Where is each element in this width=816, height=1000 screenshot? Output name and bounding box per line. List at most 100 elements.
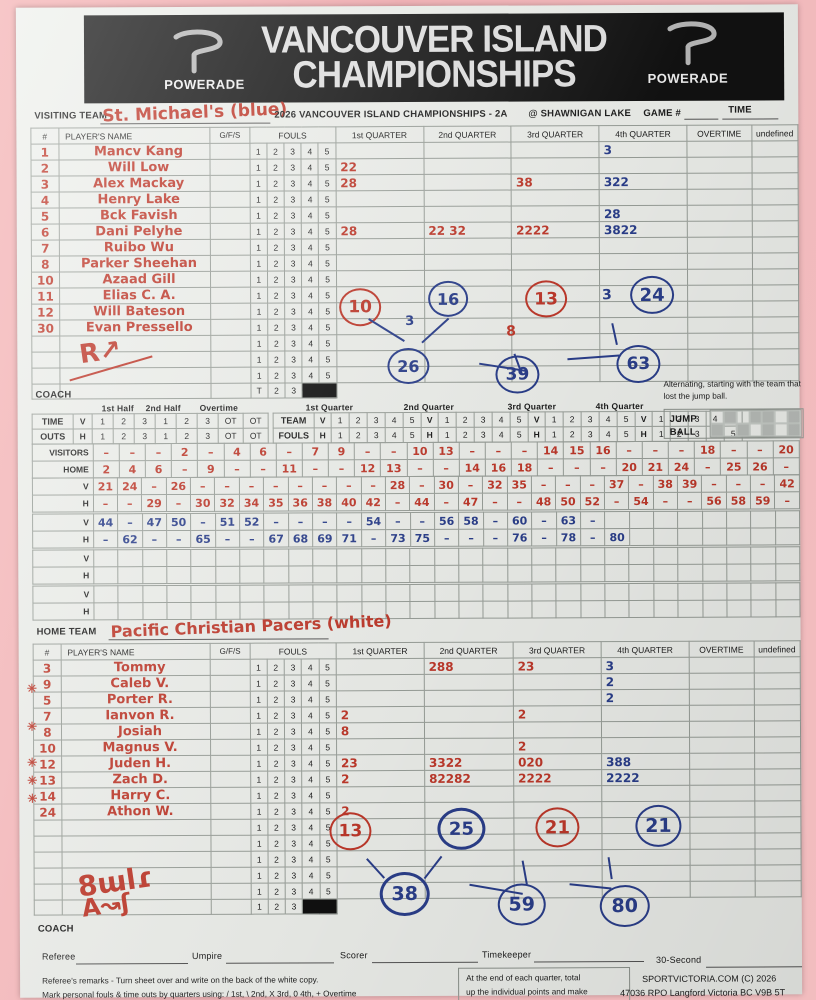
running-score-cell[interactable]: 21	[93, 477, 118, 495]
foul-box-1[interactable]: 1	[249, 239, 268, 256]
team-foul-box[interactable]: 1	[438, 427, 457, 443]
timeout-ot-box[interactable]: OT	[218, 428, 244, 444]
player-overtime-points[interactable]	[687, 349, 753, 366]
player-q3-points[interactable]	[511, 253, 600, 271]
running-score-cell[interactable]	[458, 548, 484, 566]
foul-box-5[interactable]: 5	[318, 690, 337, 707]
foul-box-5[interactable]: 5	[319, 802, 337, 819]
running-score-cell[interactable]: –	[287, 476, 313, 495]
running-score-cell[interactable]: 4	[119, 460, 146, 478]
foul-box-2[interactable]: 2	[267, 851, 286, 868]
running-score-cell[interactable]	[117, 549, 143, 567]
running-score-cell[interactable]	[726, 583, 752, 601]
foul-box-5[interactable]: 5	[319, 882, 338, 899]
running-score-cell[interactable]: –	[190, 477, 215, 495]
player-gfs[interactable]	[210, 239, 251, 256]
foul-box-1[interactable]: 1	[250, 851, 268, 868]
player-name[interactable]: Azaad Gill	[59, 271, 211, 289]
running-score-cell[interactable]	[312, 565, 338, 583]
running-score-cell[interactable]: 13	[380, 459, 407, 477]
foul-box-5[interactable]: 5	[318, 270, 337, 287]
running-score-cell[interactable]: 10	[406, 442, 434, 460]
running-score-cell[interactable]	[142, 549, 167, 567]
player-total-points[interactable]	[754, 736, 801, 753]
time-rule[interactable]	[722, 118, 779, 120]
foul-box-1[interactable]: 1	[250, 271, 268, 288]
foul-box-5[interactable]: 5	[319, 786, 337, 803]
jump-ball-cell[interactable]	[774, 423, 788, 437]
player-q4-points[interactable]: 2222	[601, 769, 690, 786]
running-score-cell[interactable]	[702, 547, 727, 565]
foul-box-4[interactable]: 4	[302, 850, 320, 867]
player-name[interactable]: Juden H.	[61, 755, 211, 773]
running-score-cell[interactable]	[142, 566, 167, 584]
running-score-cell[interactable]	[751, 599, 776, 618]
foul-box-2[interactable]: 2	[267, 755, 285, 772]
foul-box-1[interactable]: 1	[249, 175, 268, 192]
running-score-cell[interactable]: 44	[93, 513, 118, 531]
running-score-cell[interactable]: 59	[750, 491, 775, 510]
running-score-cell[interactable]	[775, 527, 800, 545]
coach-foul-2[interactable]: 2	[267, 383, 286, 399]
running-score-cell[interactable]: 73	[385, 529, 411, 547]
foul-box-4[interactable]: 4	[301, 690, 319, 707]
running-score-cell[interactable]	[312, 584, 338, 602]
player-total-points[interactable]	[754, 880, 802, 897]
player-gfs[interactable]	[210, 691, 250, 708]
running-score-cell[interactable]	[653, 511, 678, 529]
player-gfs[interactable]	[210, 191, 250, 208]
foul-box-5[interactable]: 5	[318, 190, 336, 207]
player-gfs[interactable]	[210, 755, 251, 772]
timeout-box[interactable]: 1	[155, 413, 177, 429]
foul-box-5[interactable]: 5	[319, 770, 337, 787]
foul-box-3[interactable]: 3	[284, 158, 302, 176]
running-score-cell[interactable]: 32	[482, 476, 508, 494]
player-overtime-points[interactable]	[689, 816, 755, 834]
coach-foul-1[interactable]: 1	[250, 899, 269, 915]
foul-box-4[interactable]: 4	[302, 818, 320, 835]
player-name[interactable]: Tommy	[60, 659, 211, 677]
running-score-cell[interactable]	[677, 511, 703, 529]
foul-box-2[interactable]: 2	[267, 351, 286, 368]
running-score-cell[interactable]	[215, 585, 240, 603]
running-score-cell[interactable]: –	[166, 494, 191, 512]
running-score-cell[interactable]	[93, 602, 119, 620]
running-score-cell[interactable]	[288, 548, 313, 567]
timeout-box[interactable]: 2	[113, 428, 135, 444]
timeout-box[interactable]: 3	[197, 413, 219, 429]
running-score-cell[interactable]: –	[537, 458, 564, 476]
running-score-cell[interactable]	[629, 600, 654, 618]
foul-box-5[interactable]: 5	[319, 302, 337, 319]
foul-box-5[interactable]: 5	[319, 334, 337, 351]
foul-box-2[interactable]: 2	[267, 271, 285, 288]
foul-box-1[interactable]: 1	[250, 787, 268, 804]
running-score-cell[interactable]	[629, 564, 654, 582]
umpire-rule[interactable]	[226, 962, 335, 964]
foul-box-3[interactable]: 3	[285, 882, 303, 900]
player-q3-points[interactable]	[513, 849, 603, 867]
team-foul-box[interactable]: 5	[403, 412, 422, 428]
running-score-cell[interactable]: 38	[653, 475, 678, 493]
foul-box-3[interactable]: 3	[284, 270, 302, 288]
running-score-cell[interactable]	[312, 548, 338, 566]
running-score-cell[interactable]	[726, 564, 752, 582]
running-score-cell[interactable]	[751, 582, 776, 601]
player-total-points[interactable]	[751, 140, 799, 158]
running-score-cell[interactable]	[556, 600, 581, 618]
running-score-cell[interactable]	[677, 547, 703, 565]
foul-box-3[interactable]: 3	[284, 302, 302, 320]
player-name[interactable]: Elias C. A.	[59, 287, 212, 305]
player-q3-points[interactable]	[511, 157, 600, 175]
foul-box-5[interactable]: 5	[318, 254, 337, 271]
foul-box-4[interactable]: 4	[301, 738, 320, 755]
player-q2-points[interactable]	[424, 738, 514, 755]
running-score-cell[interactable]	[775, 582, 800, 600]
running-score-cell[interactable]: –	[511, 441, 538, 460]
foul-box-1[interactable]: 1	[250, 319, 268, 336]
foul-box-2[interactable]: 2	[267, 819, 286, 836]
team-foul-box[interactable]: 4	[385, 427, 404, 443]
running-score-cell[interactable]: 76	[507, 528, 532, 547]
foul-box-3[interactable]: 3	[285, 866, 303, 884]
player-q1-points[interactable]: 2	[336, 706, 425, 723]
player-q4-points[interactable]: 3	[599, 141, 688, 158]
